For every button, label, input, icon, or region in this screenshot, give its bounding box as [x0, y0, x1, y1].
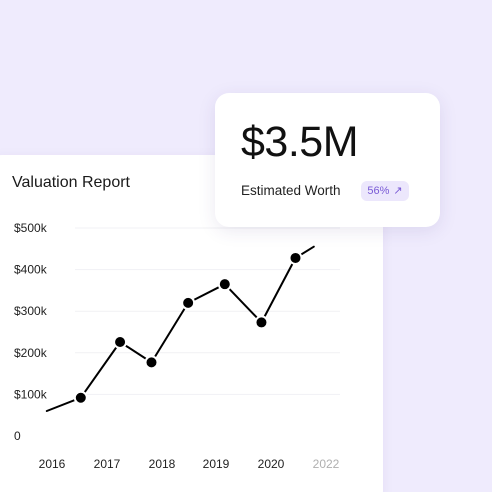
- y-tick-label: $100k: [14, 387, 48, 401]
- data-point[interactable]: [144, 355, 159, 370]
- x-tick-label: 2016: [39, 457, 66, 471]
- y-tick-label: 0: [14, 429, 21, 443]
- worth-value: $3.5M: [241, 118, 359, 166]
- x-tick-label: 2020: [258, 457, 285, 471]
- data-point[interactable]: [73, 390, 88, 405]
- x-tick-label: 2022: [313, 457, 340, 471]
- change-badge: 56% ↗: [361, 181, 409, 201]
- chart-grid: [75, 227, 340, 395]
- y-axis-ticks: 0 $100k $200k $300k $400k $500k: [14, 221, 48, 443]
- report-title: Valuation Report: [12, 174, 130, 191]
- y-tick-label: $200k: [14, 346, 48, 360]
- estimated-worth-card: [215, 93, 440, 227]
- worth-label: Estimated Worth: [241, 183, 341, 198]
- data-point[interactable]: [288, 250, 303, 265]
- chart-series: [45, 245, 315, 412]
- y-tick-label: $400k: [14, 263, 48, 277]
- x-tick-label: 2018: [149, 457, 176, 471]
- x-axis-ticks: 2016 2017 2018 2019 2020 2022: [39, 457, 340, 471]
- data-point[interactable]: [113, 334, 128, 349]
- x-tick-label: 2017: [94, 457, 121, 471]
- x-tick-label: 2019: [203, 457, 230, 471]
- arrow-up-right-icon: ↗: [393, 184, 403, 197]
- y-tick-label: $500k: [14, 221, 48, 235]
- series-line: [45, 245, 315, 412]
- data-point[interactable]: [217, 277, 232, 292]
- data-point[interactable]: [254, 315, 269, 330]
- y-tick-label: $300k: [14, 304, 48, 318]
- data-point[interactable]: [181, 295, 196, 310]
- change-value: 56%: [367, 185, 390, 197]
